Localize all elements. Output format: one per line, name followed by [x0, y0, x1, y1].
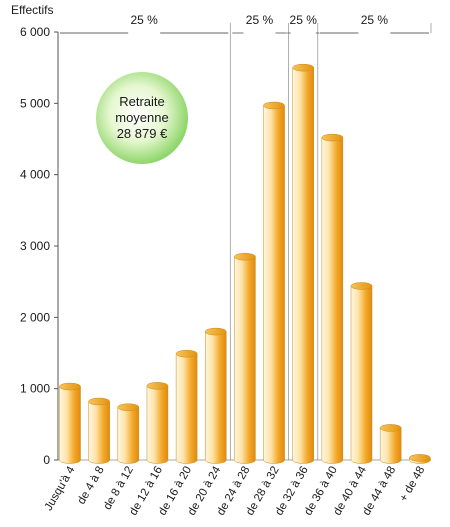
- bar: [175, 349, 198, 464]
- share-label: 25 %: [130, 13, 158, 27]
- x-tick-label: Jusqu'à 4: [43, 464, 78, 513]
- bar-cap: [205, 327, 227, 336]
- y-tick-label: 3 000: [20, 239, 50, 253]
- bar: [88, 397, 110, 464]
- bar: [350, 282, 373, 464]
- bar-cap: [146, 382, 169, 390]
- x-tick-label: de 4 à 8: [76, 465, 107, 507]
- bar: [146, 382, 169, 464]
- bar-cap: [59, 382, 81, 391]
- badge-line-3: 28 879 €: [117, 126, 168, 141]
- y-tick-label: 4 000: [20, 168, 50, 182]
- bar: [409, 454, 431, 464]
- bar-cap: [117, 403, 140, 411]
- bar: [263, 101, 285, 464]
- x-tick-label: + de 48: [398, 465, 428, 505]
- bar: [379, 424, 402, 464]
- share-brackets: 25 % 25 % 25 % 25 %: [60, 13, 432, 460]
- bar: [117, 403, 140, 464]
- y-tick-label: 5 000: [20, 96, 50, 110]
- y-tick-label: 0: [43, 453, 50, 467]
- bar-cap: [379, 424, 402, 432]
- average-pension-badge: Retraite moyenne 28 879 €: [96, 72, 188, 164]
- bar-cap: [234, 252, 256, 261]
- share-label: 25 %: [290, 13, 318, 27]
- bar-body: [117, 406, 140, 464]
- bar-body: [379, 427, 402, 464]
- bar-cap: [409, 454, 431, 462]
- bar: [321, 133, 344, 464]
- bar-body: [59, 386, 81, 464]
- bar-body: [263, 105, 285, 464]
- bar-cap: [88, 397, 110, 406]
- bar: [234, 252, 256, 464]
- share-label: 25 %: [246, 13, 274, 27]
- badge-line-2: moyenne: [115, 110, 168, 125]
- bar-body: [350, 285, 373, 464]
- bar-cap: [263, 101, 285, 110]
- bar: [205, 327, 227, 464]
- bar-body: [321, 137, 344, 464]
- bar: [292, 63, 314, 464]
- bar-body: [175, 353, 198, 464]
- y-tick-label: 6 000: [20, 25, 50, 39]
- bar-cap: [321, 133, 344, 142]
- share-label: 25 %: [361, 13, 389, 27]
- bar-cap: [350, 282, 373, 290]
- bar-cap: [175, 349, 198, 358]
- bar-body: [234, 256, 256, 464]
- bar: [59, 382, 81, 464]
- bar-body: [88, 401, 110, 464]
- bars: [59, 63, 431, 464]
- y-axis-label: Effectifs: [11, 3, 53, 17]
- y-tick-label: 2 000: [20, 310, 50, 324]
- badge-circle: [96, 72, 188, 164]
- badge-line-1: Retraite: [119, 94, 165, 109]
- bar-body: [292, 67, 314, 464]
- bar-body: [146, 385, 169, 464]
- bar-body: [205, 331, 227, 464]
- y-tick-label: 1 000: [20, 382, 50, 396]
- bar-cap: [292, 63, 314, 72]
